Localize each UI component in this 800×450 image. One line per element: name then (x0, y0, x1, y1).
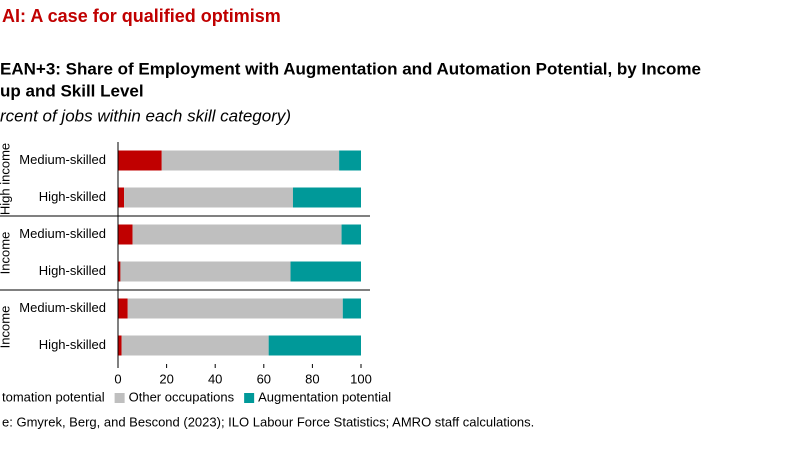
bar-segment (161, 150, 340, 171)
x-tick-label: 80 (305, 371, 319, 386)
chart-title: EAN+3: Share of Employment with Augmenta… (0, 59, 701, 78)
legend-label: Other occupations (129, 389, 235, 404)
legend-label: Augmentation potential (258, 389, 391, 404)
chart-subtitle: rcent of jobs within each skill category… (0, 106, 291, 125)
bar-segment (127, 298, 343, 319)
x-tick-label: 60 (257, 371, 271, 386)
x-tick-label: 100 (350, 371, 372, 386)
group-label: Income (0, 232, 12, 275)
bar-segment (292, 187, 361, 208)
bar-segment (118, 150, 162, 171)
y-tick-label: High-skilled (39, 337, 106, 352)
bar-segment (121, 335, 269, 356)
bar-segment (290, 261, 361, 282)
bar-segment (132, 224, 342, 245)
bar-segment (118, 335, 122, 356)
y-tick-label: High-skilled (39, 263, 106, 278)
bar-segment (342, 298, 361, 319)
legend-swatch (114, 393, 125, 403)
bar-segment (268, 335, 361, 356)
y-tick-label: Medium-skilled (19, 226, 106, 241)
group-label: High income (0, 143, 12, 215)
x-tick-label: 40 (208, 371, 222, 386)
x-tick-label: 20 (159, 371, 173, 386)
y-tick-label: Medium-skilled (19, 152, 106, 167)
y-tick-label: Medium-skilled (19, 300, 106, 315)
legend-label: tomation potential (2, 389, 105, 404)
y-tick-label: High-skilled (39, 189, 106, 204)
chart-title: up and Skill Level (0, 81, 144, 100)
bar-segment (118, 187, 125, 208)
source: e: Gmyrek, Berg, and Bescond (2023); ILO… (2, 414, 534, 429)
bar-segment (339, 150, 361, 171)
bar-segment (120, 261, 291, 282)
legend-swatch (244, 393, 255, 403)
bar-segment (341, 224, 361, 245)
header: AI: A case for qualified optimism (2, 6, 281, 26)
x-tick-label: 0 (114, 371, 121, 386)
bar-segment (124, 187, 293, 208)
group-label: Income (0, 306, 12, 349)
bar-segment (118, 224, 133, 245)
bar-segment (118, 261, 121, 282)
bar-segment (118, 298, 128, 319)
